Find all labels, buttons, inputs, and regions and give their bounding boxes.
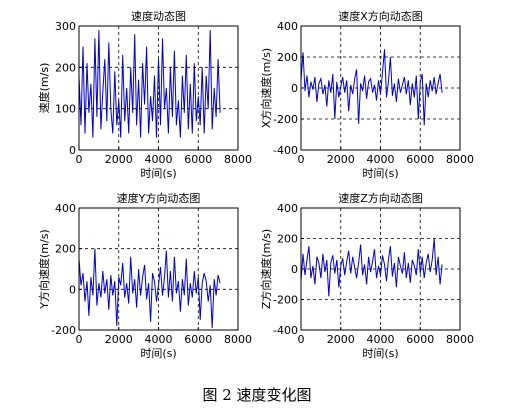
y-axis-label: Z方向速度(m/s) — [259, 229, 273, 309]
x-tick-label: 4000 — [145, 333, 173, 346]
chart-title: 速度Y方向动态图 — [117, 191, 201, 205]
y-tick-label: 0 — [291, 263, 298, 276]
series-line — [300, 49, 443, 126]
series-line — [300, 238, 443, 297]
y-tick-label: 0 — [69, 144, 76, 157]
x-tick-label: 0 — [298, 153, 305, 166]
x-tick-label: 0 — [76, 333, 83, 346]
y-tick-label: -400 — [273, 144, 298, 157]
y-tick-label: 200 — [55, 61, 76, 74]
x-tick-label: 6000 — [184, 153, 212, 166]
x-tick-label: 4000 — [145, 153, 173, 166]
y-tick-label: -200 — [273, 113, 298, 126]
y-tick-label: -400 — [273, 324, 298, 337]
y-tick-label: 0 — [291, 82, 298, 95]
series-line — [78, 248, 221, 329]
x-tick-label: 4000 — [367, 333, 395, 346]
chart-title: 速度动态图 — [131, 9, 186, 23]
figure-caption: 图 2 速度变化图 — [202, 386, 312, 404]
y-tick-label: 200 — [277, 233, 298, 246]
x-axis-label: 时间(s) — [362, 347, 398, 360]
y-tick-label: 400 — [277, 20, 298, 33]
chart-title: 速度X方向动态图 — [338, 9, 423, 23]
x-axis-label: 时间(s) — [362, 167, 398, 180]
chart-title: 速度Z方向动态图 — [338, 191, 423, 205]
x-tick-label: 4000 — [367, 153, 395, 166]
y-tick-label: 400 — [55, 202, 76, 215]
x-tick-label: 6000 — [184, 333, 212, 346]
y-axis-label: 速度(m/s) — [37, 63, 51, 114]
y-tick-label: -200 — [273, 294, 298, 307]
chart-3: 0 2000 4000 6000 8000-2000200400速度Y方向动态图时间(s… — [37, 191, 252, 360]
x-tick-label: 0 — [298, 333, 305, 346]
x-tick-label: 8000 — [446, 333, 474, 346]
chart-2: 0 2000 4000 6000 8000 -400 -200 0 200 400 速度X方向动态图… — [259, 9, 474, 180]
x-axis-label: 时间(s) — [140, 347, 176, 360]
y-tick-label: 200 — [55, 243, 76, 256]
y-tick-label: 400 — [277, 202, 298, 215]
x-tick-label: 2000 — [327, 153, 355, 166]
y-tick-label: 0 — [69, 283, 76, 296]
y-tick-label: 200 — [277, 51, 298, 64]
y-tick-label: 100 — [55, 103, 76, 116]
x-axis-label: 时间(s) — [140, 167, 176, 180]
x-tick-label: 2000 — [105, 333, 133, 346]
chart-4: 0 2000 4000 6000 8000 -400 -200 0 200 400 速度Z方向动态图… — [259, 191, 474, 360]
x-tick-label: 8000 — [446, 153, 474, 166]
x-tick-label: 0 — [76, 153, 83, 166]
x-tick-label: 6000 — [406, 333, 434, 346]
series-line — [78, 30, 221, 138]
y-axis-label: X方向速度(m/s) — [259, 48, 273, 128]
y-axis-label: Y方向速度(m/s) — [37, 229, 51, 309]
x-tick-label: 2000 — [327, 333, 355, 346]
y-tick-label: -200 — [51, 324, 76, 337]
x-tick-label: 8000 — [224, 333, 252, 346]
x-tick-label: 6000 — [406, 153, 434, 166]
x-tick-label: 2000 — [105, 153, 133, 166]
y-tick-label: 300 — [55, 20, 76, 33]
x-tick-label: 8000 — [224, 153, 252, 166]
